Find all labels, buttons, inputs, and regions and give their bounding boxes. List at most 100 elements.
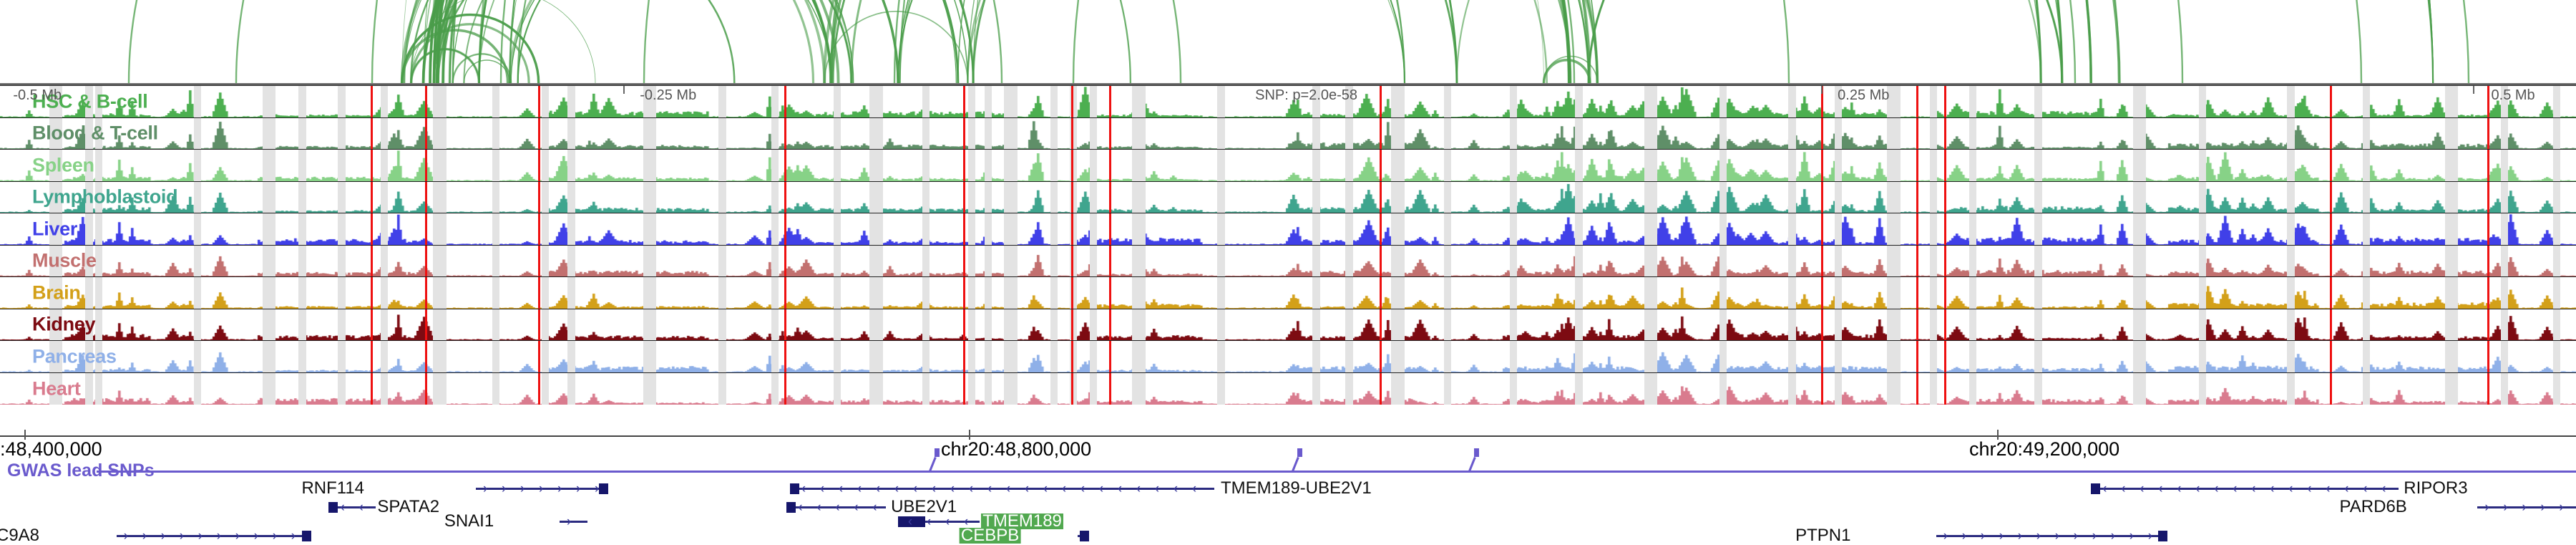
signal-histogram	[0, 117, 2576, 149]
gene-terminal-exon	[2157, 531, 2167, 541]
gene-model[interactable]: › SNAI1	[0, 511, 2576, 531]
strand-chevron: ‹	[2102, 481, 2107, 496]
interaction-arc	[443, 0, 2091, 83]
strand-chevron: ›	[501, 481, 507, 496]
gene-label[interactable]: RNF114	[301, 478, 365, 498]
strand-chevron: ›	[2147, 529, 2153, 544]
strand-chevron: ‹	[907, 514, 913, 529]
strand-chevron: ›	[1980, 529, 1986, 544]
interaction-arc	[434, 0, 2062, 83]
strand-chevron: ‹	[835, 500, 840, 515]
strand-chevron: ‹	[816, 500, 821, 515]
gene-terminal-exon	[789, 483, 799, 494]
strand-chevron: ‹	[2140, 481, 2145, 496]
axis-tick-mark	[2472, 86, 2474, 94]
gene-label[interactable]: SPATA2	[377, 497, 440, 516]
gwas-lead-snp-marker[interactable]	[935, 448, 940, 457]
interaction-arc	[509, 0, 1589, 84]
strand-chevron: ›	[2484, 500, 2489, 515]
signal-histogram	[0, 181, 2576, 213]
signal-track-heart[interactable]: Heart	[0, 372, 2576, 405]
signal-track-kidney[interactable]: Kidney	[0, 309, 2576, 341]
strand-chevron: ›	[538, 481, 544, 496]
gwas-lead-snp-marker[interactable]	[1474, 448, 1479, 457]
strand-chevron: ›	[482, 481, 488, 496]
coordinate-tick	[24, 430, 26, 440]
strand-chevron: ‹	[1024, 481, 1030, 496]
strand-chevron: ‹	[2214, 481, 2219, 496]
strand-chevron: ‹	[931, 481, 937, 496]
gene-model[interactable]: ‹ ‹ SPATA2	[0, 497, 2576, 516]
gene-body-line	[794, 488, 1214, 490]
strand-chevron: ‹	[1136, 481, 1141, 496]
strand-chevron: ‹	[2195, 481, 2200, 496]
gene-model[interactable]: ‹ ‹ ‹ ‹ ‹ ‹ ‹ ‹ ‹ ‹ ‹ ‹ ‹ ‹ ‹ ‹ RIPOR3	[0, 478, 2576, 498]
interaction-arc	[509, 0, 2041, 83]
track-label: Pancreas	[32, 345, 117, 367]
track-label: Lymphoblastoid	[32, 185, 178, 208]
strand-chevron: ‹	[358, 500, 364, 515]
interaction-arc	[441, 0, 2434, 84]
signal-track-brain[interactable]: Brain	[0, 277, 2576, 309]
strand-chevron: ›	[2559, 500, 2564, 515]
gene-model[interactable]: ‹ ‹ ‹ ‹ ‹ ‹ ‹ ‹ ‹ ‹ ‹ ‹ ‹ ‹ ‹ ‹ ‹ ‹ ‹ ‹ ‹ ‹ TMEM189-UBE2V1	[0, 478, 2576, 498]
strand-chevron: ›	[1943, 529, 1948, 544]
interaction-arc	[463, 59, 511, 84]
coordinate-tick	[1997, 430, 1999, 440]
interaction-arc	[436, 0, 974, 84]
interaction-arc	[235, 0, 1182, 84]
strand-chevron: ›	[2129, 529, 2135, 544]
axis-tick-mark	[623, 86, 625, 94]
gene-model[interactable]: ‹ ‹ ‹ ‹ ‹ UBE2V1	[0, 497, 2576, 516]
interaction-arc	[371, 0, 1790, 84]
gene-terminal-exon	[599, 483, 609, 494]
gene-model[interactable]: › › › › › › › RNF114	[0, 478, 2576, 498]
strand-chevron: ‹	[1061, 481, 1067, 496]
gene-label[interactable]: RIPOR3	[2404, 478, 2468, 498]
gwas-lead-snp-track[interactable]: GWAS lead SNPs	[0, 448, 2576, 481]
signal-track-liver[interactable]: Liver	[0, 213, 2576, 246]
coordinate-label: chr20:48,800,000	[941, 438, 1092, 460]
gene-model[interactable]: ‹ ‹ ‹ ‹ TMEM189	[0, 511, 2576, 531]
gene-label[interactable]: UBE2V1	[891, 497, 957, 516]
gene-body-line	[2095, 488, 2399, 490]
signal-track-hsc-b-cell[interactable]: HSC & B-cell -0.5 Mb -0.25 Mb 0.25 Mb 0.5 Mb…	[0, 86, 2576, 118]
gene-body-line	[900, 521, 980, 523]
gene-label[interactable]: TMEM189	[981, 511, 1063, 531]
signal-histogram	[0, 213, 2576, 245]
interaction-arc	[423, 0, 2092, 84]
strand-chevron: ›	[2036, 529, 2041, 544]
signal-track-spleen[interactable]: Spleen	[0, 150, 2576, 182]
gene-terminal-exon	[897, 516, 925, 527]
gene-model[interactable]: › › › › › › › › › › › › PTPN1	[0, 526, 2576, 545]
strand-chevron: ›	[557, 481, 562, 496]
strand-chevron: ›	[160, 529, 166, 544]
interaction-arc	[833, 0, 1457, 83]
strand-chevron: ‹	[1154, 481, 1160, 496]
track-label: Brain	[32, 281, 81, 304]
strand-chevron: ‹	[2270, 481, 2275, 496]
interaction-arc	[127, 0, 1003, 84]
snp-pvalue-label: SNP: p=2.0e-58	[1255, 87, 1357, 103]
gene-label[interactable]: SNAI1	[444, 511, 494, 531]
gene-model[interactable]: › › › › › PARD6B	[0, 497, 2576, 516]
gene-label[interactable]: PARD6B	[2339, 497, 2407, 516]
signal-track-pancreas[interactable]: Pancreas	[0, 341, 2576, 373]
gene-body-line	[333, 506, 376, 508]
interaction-arc	[401, 14, 540, 84]
interaction-arc	[410, 23, 530, 84]
signal-track-lymphoblastoid[interactable]: Lymphoblastoid	[0, 181, 2576, 213]
signal-track-blood-t-cell[interactable]: Blood & T-cell	[0, 117, 2576, 150]
interaction-arc	[499, 0, 2184, 84]
gene-label[interactable]: PTPN1	[1795, 526, 1851, 545]
axis-tick-mark	[1821, 86, 1823, 94]
strand-chevron: ‹	[1098, 481, 1104, 496]
gene-label[interactable]: TMEM189-UBE2V1	[1220, 478, 1372, 498]
strand-chevron: ‹	[2251, 481, 2256, 496]
interaction-arc	[409, 0, 832, 84]
signal-histogram	[0, 86, 2576, 117]
signal-track-muscle[interactable]: Muscle	[0, 245, 2576, 277]
gwas-lead-snp-marker[interactable]	[1297, 448, 1302, 457]
gene-annotation-panel: :48,400,000 chr20:48,800,000 chr20:49,200,…	[0, 430, 2576, 544]
axis-tick-label: -0.5 Mb	[13, 87, 62, 103]
